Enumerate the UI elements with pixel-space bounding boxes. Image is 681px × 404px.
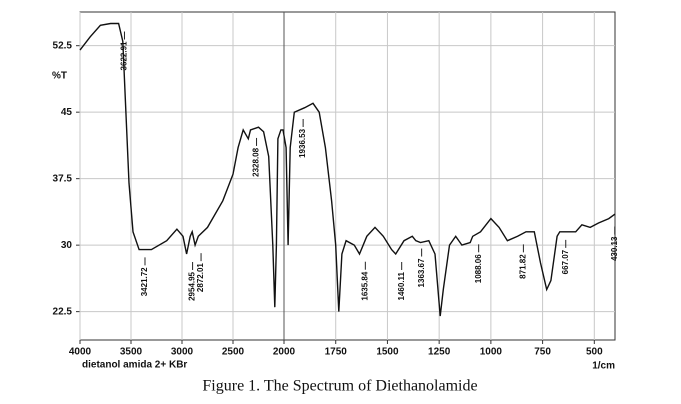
spectrum-line [79, 22, 616, 317]
peak-label: 3421.72 [140, 267, 149, 296]
x-tick-label: 1750 [325, 347, 348, 358]
peak-label: 1635.84 [360, 271, 369, 300]
peak-label: 667.07 [561, 249, 570, 274]
y-tick-label: 37.5 [53, 173, 73, 184]
peak-label: 2954.95 [188, 271, 197, 300]
peak-label: 1936.53 [298, 128, 307, 157]
y-tick-label: 30 [61, 240, 73, 251]
peak-label: 2328.08 [252, 147, 261, 176]
x-tick-label: 3500 [120, 347, 143, 358]
peak-label: 1460.11 [397, 271, 406, 300]
sample-label: dietanol amida 2+ KBr [82, 360, 187, 371]
peak-label: 430.13 [610, 236, 619, 261]
peak-label: 2872.01 [196, 263, 205, 292]
y-tick-label: 45 [61, 107, 73, 118]
peak-label: 1363.67 [417, 258, 426, 287]
x-tick-label: 1250 [428, 347, 451, 358]
plot-frame [79, 11, 616, 341]
x-tick-label: 1000 [480, 347, 503, 358]
caption: Figure 1. The Spectrum of Diethanolamide [202, 378, 477, 395]
x-tick-label: 750 [534, 347, 551, 358]
peak-label: 3622.91 [120, 41, 129, 70]
x-tick-label: 500 [586, 347, 603, 358]
x-axis-label: 1/cm [592, 361, 615, 372]
y-tick-label: 22.5 [53, 306, 73, 317]
x-tick-label: 2000 [273, 347, 296, 358]
y-tick-label: 52.5 [53, 40, 73, 51]
y-axis-label: %T [52, 71, 67, 82]
x-tick-label: 3000 [171, 347, 194, 358]
peak-label: 1088.06 [474, 254, 483, 283]
x-tick-label: 1500 [376, 347, 399, 358]
peak-label: 871.82 [519, 254, 528, 279]
x-tick-label: 2500 [222, 347, 245, 358]
x-tick-label: 4000 [69, 347, 92, 358]
